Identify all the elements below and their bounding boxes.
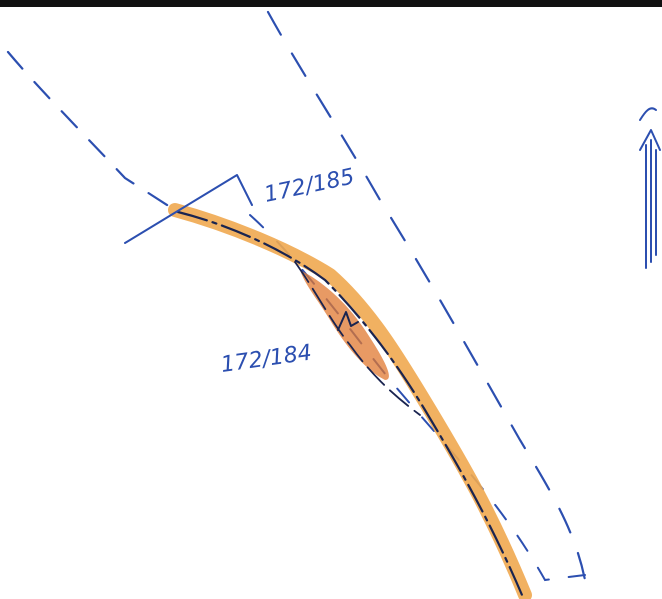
highlighted-wedge-area — [300, 270, 389, 380]
highlighted-boundary-line — [168, 203, 532, 599]
boundary-ink-line — [176, 210, 524, 597]
angle-mark — [124, 174, 253, 244]
top-frame-border — [0, 0, 662, 7]
boundary-ink-line-inner — [294, 261, 421, 416]
wedge-marker — [337, 311, 359, 331]
parcel-label-lower: 172/184 — [219, 340, 313, 377]
parcel-label-upper: 172/185 — [262, 164, 357, 207]
dashed-boundary-right — [266, 10, 587, 582]
north-arrow-icon — [639, 107, 661, 269]
dashed-boundary-left — [6, 50, 180, 214]
